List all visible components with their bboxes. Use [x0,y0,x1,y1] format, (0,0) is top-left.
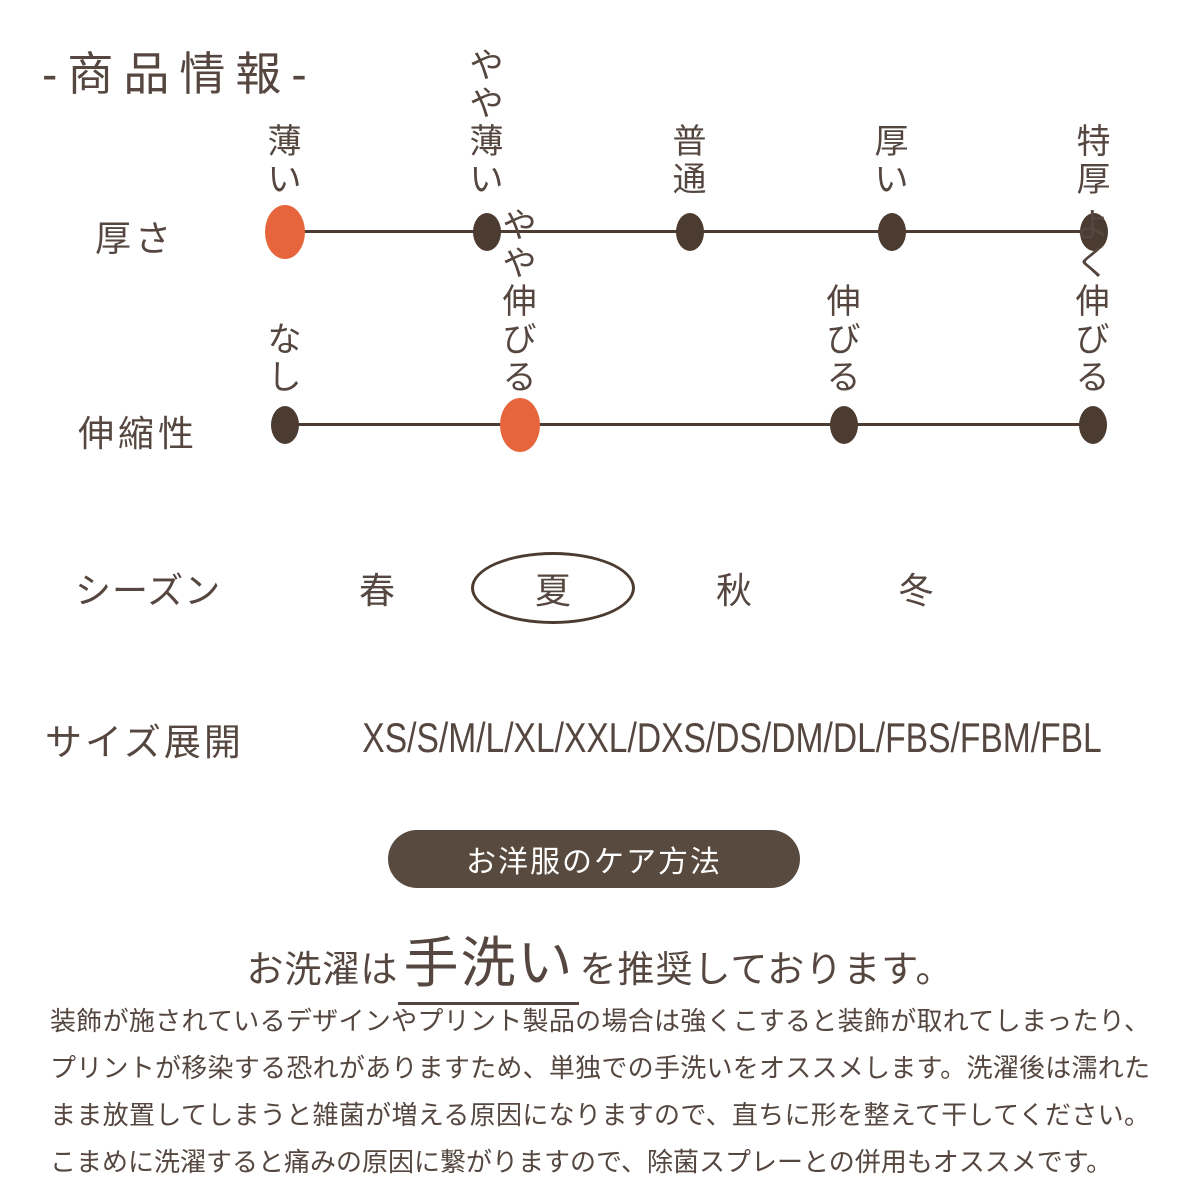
care-body-line: こまめに洗濯すると痛みの原因に繋がりますので、除菌スプレーとの併用もオススメです… [50,1147,1113,1177]
scale-level-label: よく 伸びる [1075,206,1111,397]
stretch-label: 伸縮性 [78,413,199,454]
scale-level-label: やや薄い [469,46,505,199]
scale-level-label: 普通 [672,122,708,199]
scale-level-label: 薄い [267,122,303,199]
care-body-line: プリントが移染する恐れがありますため、単独での手洗いをオススメします。洗濯後は濡… [50,1053,1150,1083]
season-option-label: 秋 [715,570,753,611]
care-headline-handwash: 手洗い [398,918,580,1005]
care-headline-prefix: お洗濯は [246,949,399,990]
scale-dot [473,213,501,251]
scale-level-label: なし [267,320,303,397]
care-headline: お洗濯は 手洗い を推奨しております。 [0,918,1200,1005]
scale-dot [500,398,540,452]
season-winter: 冬 [898,562,934,614]
scale-level-label: 特厚 [1076,122,1112,199]
scale-dot [1080,213,1108,251]
scale-dot [1079,406,1107,444]
care-body-line: まま放置してしまうと雑菌が増える原因になりますので、直ちに形を整えて干してくださ… [50,1100,1150,1130]
care-body-line: 装飾が施されているデザインやプリント製品の場合は強くこすると装飾が取れてしまった… [50,1006,1150,1036]
scale-dot [265,205,305,259]
season-option-label: 夏 [534,570,572,611]
stretch-track [285,423,1093,426]
season-autumn: 秋 [716,562,752,614]
care-headline-suffix: を推奨しております。 [579,949,954,990]
scale-dot [878,213,906,251]
scale-level-label: 厚い [874,122,910,199]
scale-dot [830,406,858,444]
care-method-badge[interactable]: お洋服のケア方法 [388,830,800,888]
scale-dot [271,406,299,444]
season-spring: 春 [359,562,395,614]
care-body: 装飾が施されているデザインやプリント製品の場合は強くこすると装飾が取れてしまった… [50,998,1150,1186]
season-option-label: 春 [358,570,396,611]
scale-level-label: やや 伸びる [502,206,538,397]
sizes-value: XS/S/M/L/XL/XXL/DXS/DS/DM/DL/FBS/FBM/FBL [362,714,1102,761]
sizes-label: サイズ展開 [45,722,244,763]
scale-level-label: 伸びる [826,282,862,397]
season-summer: 夏 [535,562,571,614]
scale-dot [676,213,704,251]
season-label: シーズン [75,570,222,611]
page-title: -商品情報- [42,48,317,100]
season-option-label: 冬 [897,570,935,611]
thickness-label: 厚さ [95,218,176,259]
